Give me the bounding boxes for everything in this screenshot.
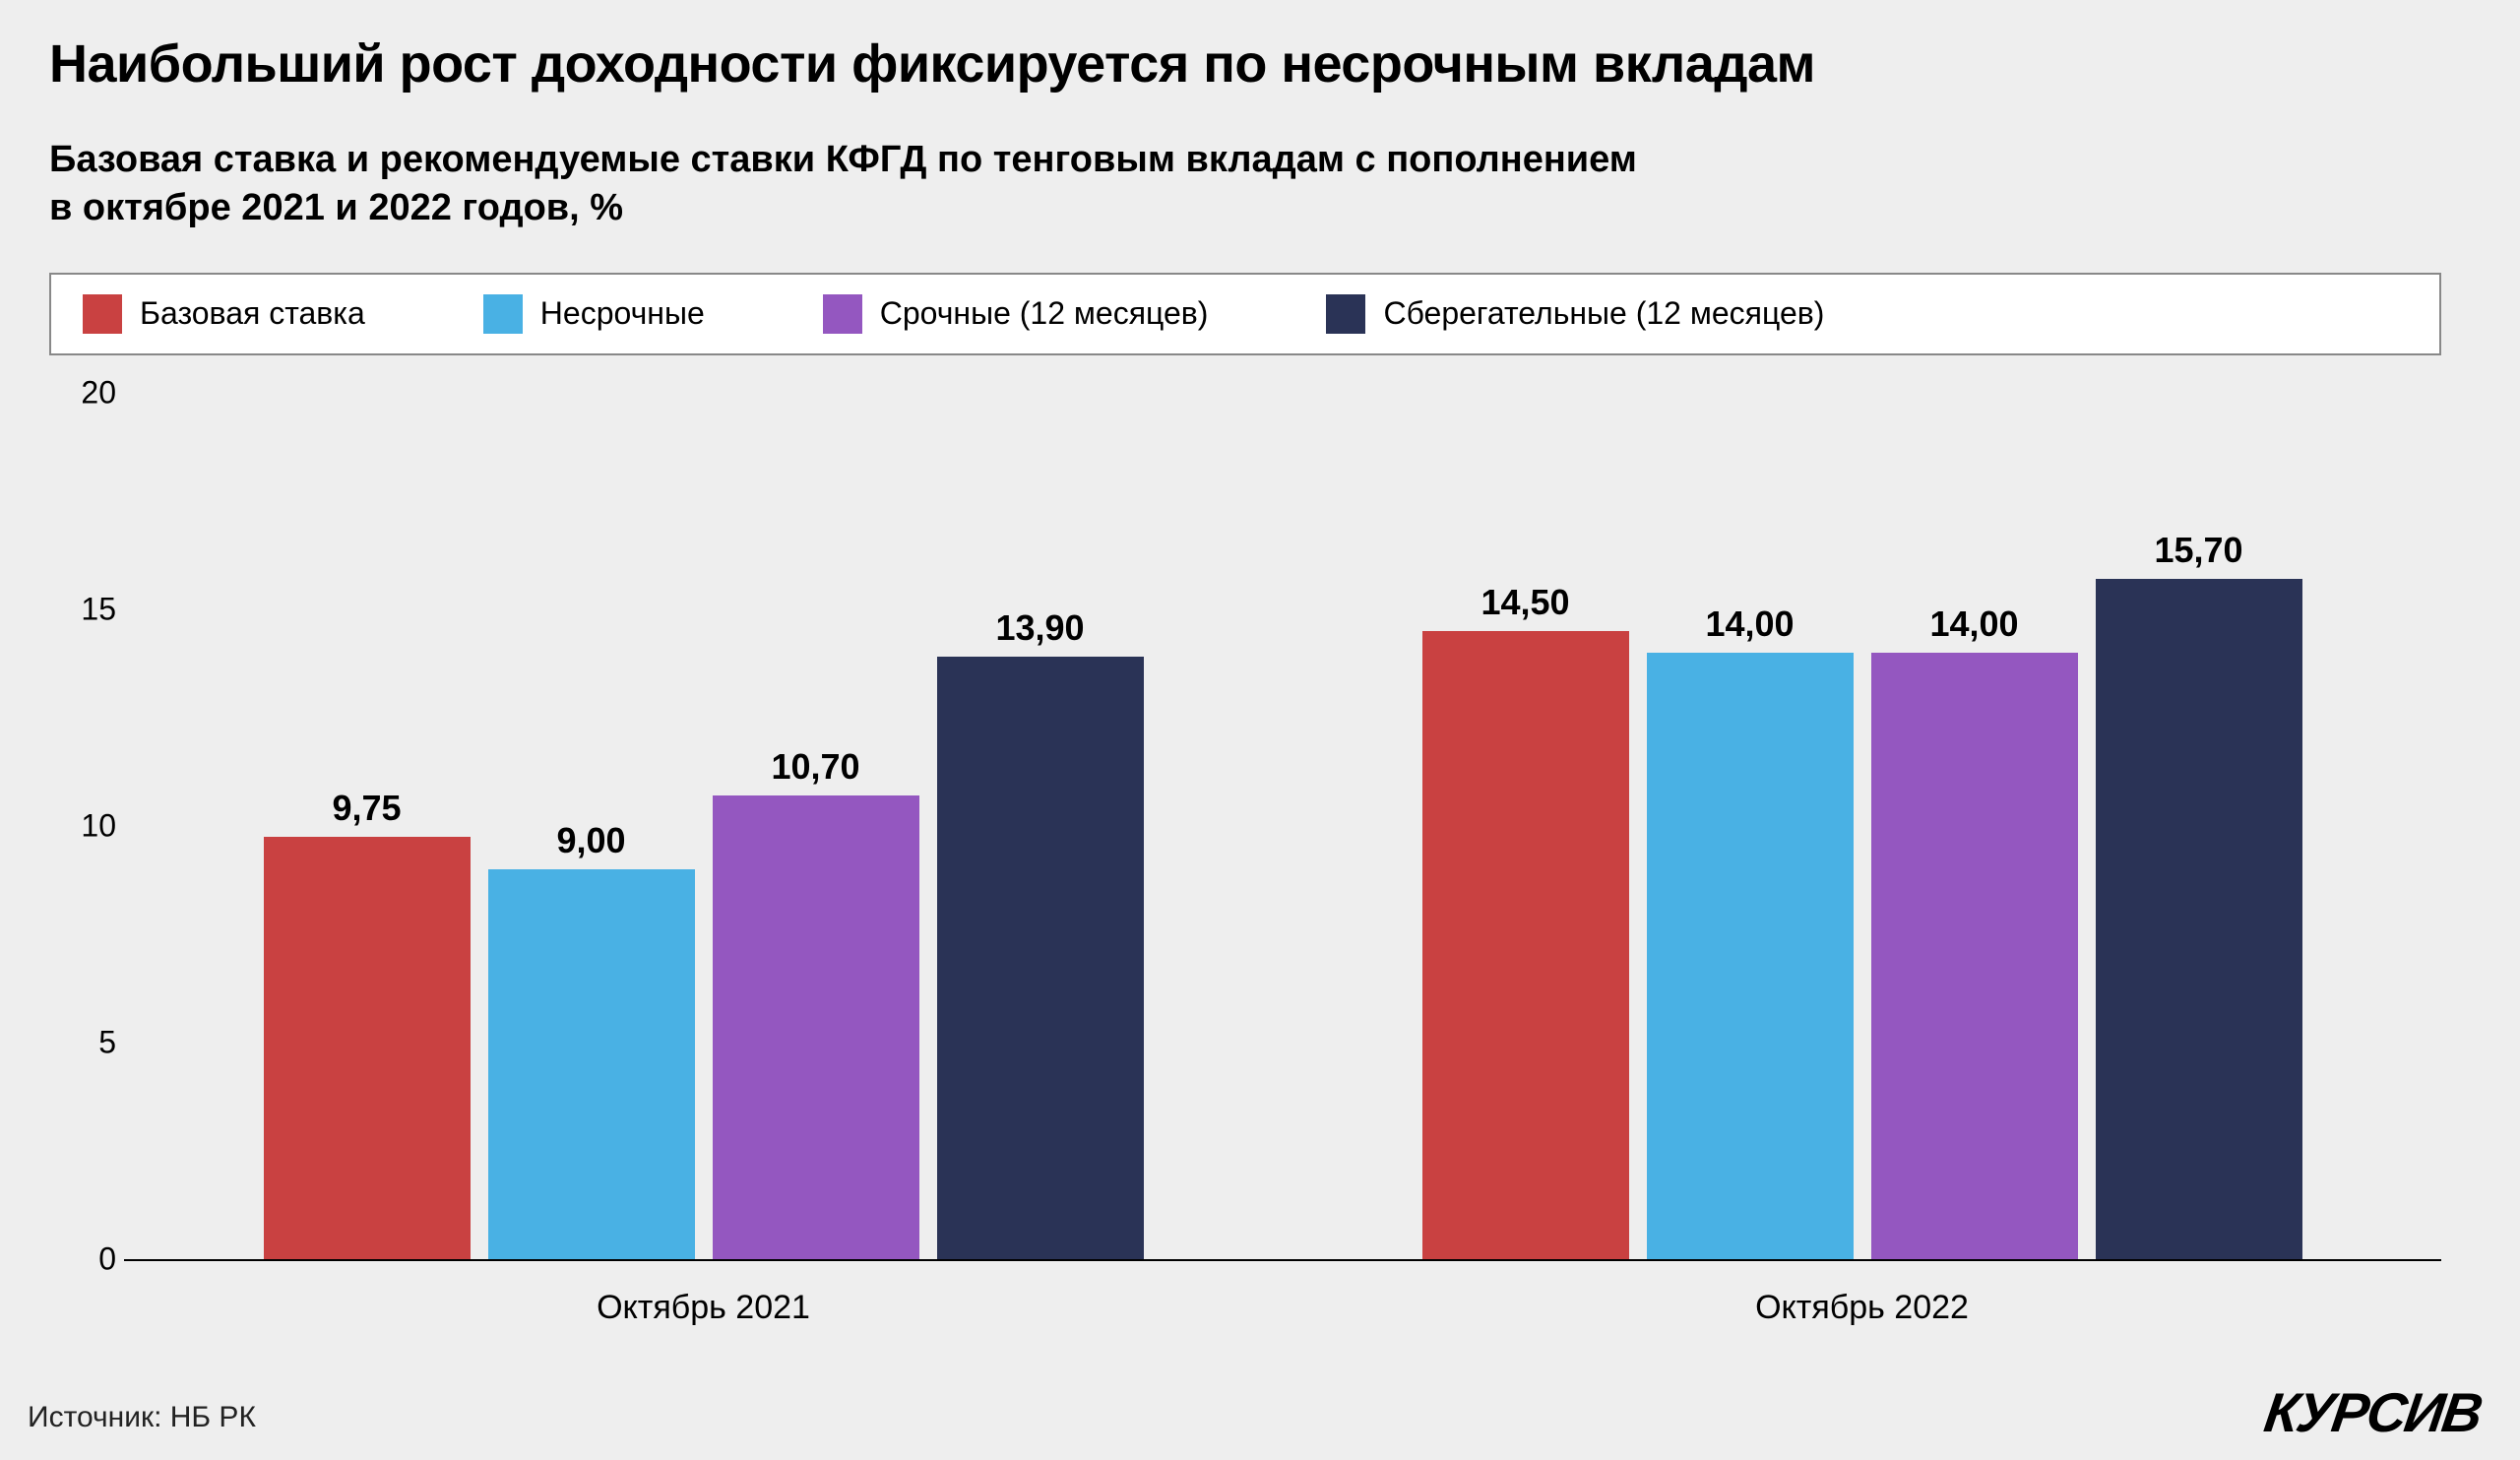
bar-group: 14,5014,0014,0015,70 xyxy=(1283,395,2441,1259)
legend-swatch-savings xyxy=(1326,294,1365,334)
x-axis-label: Октябрь 2021 xyxy=(124,1289,1283,1327)
bar: 9,00 xyxy=(488,869,695,1259)
bar: 13,90 xyxy=(937,657,1144,1259)
bar: 14,50 xyxy=(1422,631,1629,1259)
bar: 9,75 xyxy=(264,837,471,1259)
legend-swatch-term xyxy=(823,294,862,334)
bar-value-label: 15,70 xyxy=(2154,530,2242,571)
bar: 14,00 xyxy=(1647,653,1854,1259)
legend-label-demand: Несрочные xyxy=(540,295,705,332)
legend: Базовая ставка Несрочные Срочные (12 мес… xyxy=(49,273,2441,355)
x-axis-label: Октябрь 2022 xyxy=(1283,1289,2441,1327)
bar-value-label: 14,50 xyxy=(1480,582,1569,623)
subtitle: Базовая ставка и рекомендуемые ставки КФ… xyxy=(49,136,2471,233)
y-axis-tick: 5 xyxy=(67,1024,116,1060)
legend-item-base-rate: Базовая ставка xyxy=(83,294,365,334)
chart-bar-groups: 9,759,0010,7013,9014,5014,0014,0015,70 xyxy=(124,395,2441,1259)
bar-value-label: 9,00 xyxy=(556,820,625,861)
bar: 10,70 xyxy=(713,795,919,1259)
bar: 15,70 xyxy=(2096,579,2302,1259)
y-axis-tick: 0 xyxy=(67,1240,116,1277)
bar-value-label: 13,90 xyxy=(995,607,1084,649)
main-title: Наибольший рост доходности фиксируется п… xyxy=(49,33,2471,95)
chart-x-axis-labels: Октябрь 2021Октябрь 2022 xyxy=(124,1289,2441,1327)
legend-swatch-base-rate xyxy=(83,294,122,334)
y-axis-tick: 20 xyxy=(67,374,116,411)
legend-item-demand: Несрочные xyxy=(483,294,705,334)
brand-logo: КУРСИВ xyxy=(2261,1380,2486,1444)
page: Наибольший рост доходности фиксируется п… xyxy=(0,0,2520,1460)
chart-plot-area: 9,759,0010,7013,9014,5014,0014,0015,70 0… xyxy=(124,395,2441,1261)
bar-value-label: 10,70 xyxy=(771,746,859,788)
subtitle-line-2: в октябре 2021 и 2022 годов, % xyxy=(49,187,623,228)
bar-value-label: 14,00 xyxy=(1705,603,1794,645)
source-label: Источник: НБ РК xyxy=(28,1401,256,1434)
legend-label-base-rate: Базовая ставка xyxy=(140,295,365,332)
chart: 9,759,0010,7013,9014,5014,0014,0015,70 0… xyxy=(79,395,2441,1327)
legend-item-term: Срочные (12 месяцев) xyxy=(823,294,1209,334)
legend-item-savings: Сберегательные (12 месяцев) xyxy=(1326,294,1824,334)
legend-label-term: Срочные (12 месяцев) xyxy=(880,295,1209,332)
y-axis-tick: 10 xyxy=(67,807,116,844)
subtitle-line-1: Базовая ставка и рекомендуемые ставки КФ… xyxy=(49,139,1637,180)
bar-value-label: 14,00 xyxy=(1929,603,2018,645)
legend-label-savings: Сберегательные (12 месяцев) xyxy=(1383,295,1824,332)
legend-swatch-demand xyxy=(483,294,523,334)
bar-value-label: 9,75 xyxy=(332,788,401,829)
bar-group: 9,759,0010,7013,90 xyxy=(124,395,1283,1259)
bar: 14,00 xyxy=(1871,653,2078,1259)
y-axis-tick: 15 xyxy=(67,591,116,627)
